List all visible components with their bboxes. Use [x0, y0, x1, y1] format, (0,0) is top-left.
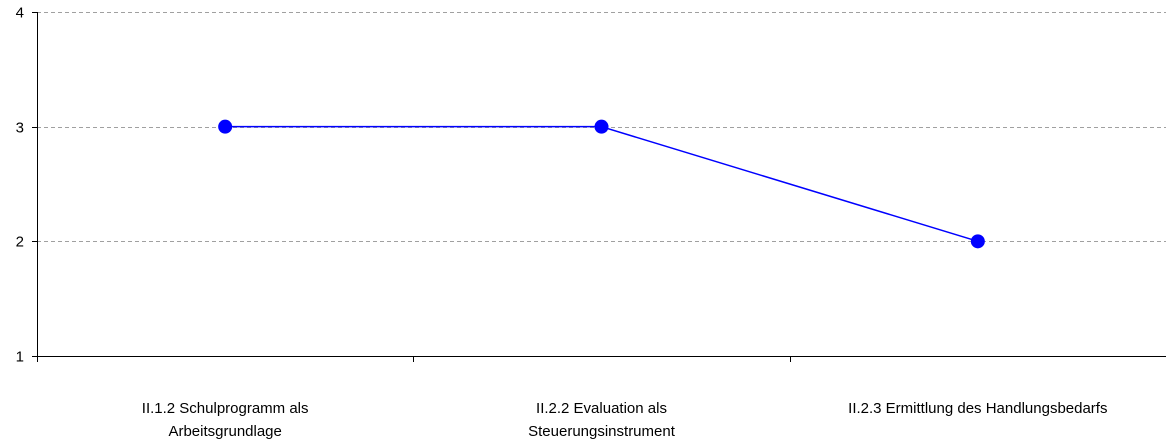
x-tick-label-line: Arbeitsgrundlage [168, 423, 281, 440]
labels: 1 2 3 4 II.1.2 Schulprogramm als Arbeitsgrund… [16, 5, 1108, 441]
y-tick-label: 2 [16, 234, 24, 251]
series-layer [218, 119, 985, 249]
data-point [594, 119, 609, 134]
y-tick-label: 1 [16, 349, 24, 366]
data-point [218, 119, 233, 134]
x-tick-label-line: Steuerungsinstrument [528, 423, 676, 440]
y-tick-label: 4 [16, 5, 24, 22]
axes [32, 12, 1166, 362]
x-tick-label: II.1.2 Schulprogramm als Arbeitsgrundlage [142, 400, 309, 440]
y-tick-label: 3 [16, 120, 24, 137]
series-line [225, 125, 979, 243]
x-tick-label-line: II.1.2 Schulprogramm als [142, 400, 309, 417]
data-point [970, 234, 985, 249]
x-tick-label-line: II.2.2 Evaluation als [536, 400, 667, 417]
x-tick-label: II.2.2 Evaluation als Steuerungsinstrumen… [528, 400, 676, 440]
x-tick-label-line: II.2.3 Ermittlung des Handlungsbedarfs [848, 400, 1107, 417]
x-tick-label: II.2.3 Ermittlung des Handlungsbedarfs [848, 400, 1107, 417]
